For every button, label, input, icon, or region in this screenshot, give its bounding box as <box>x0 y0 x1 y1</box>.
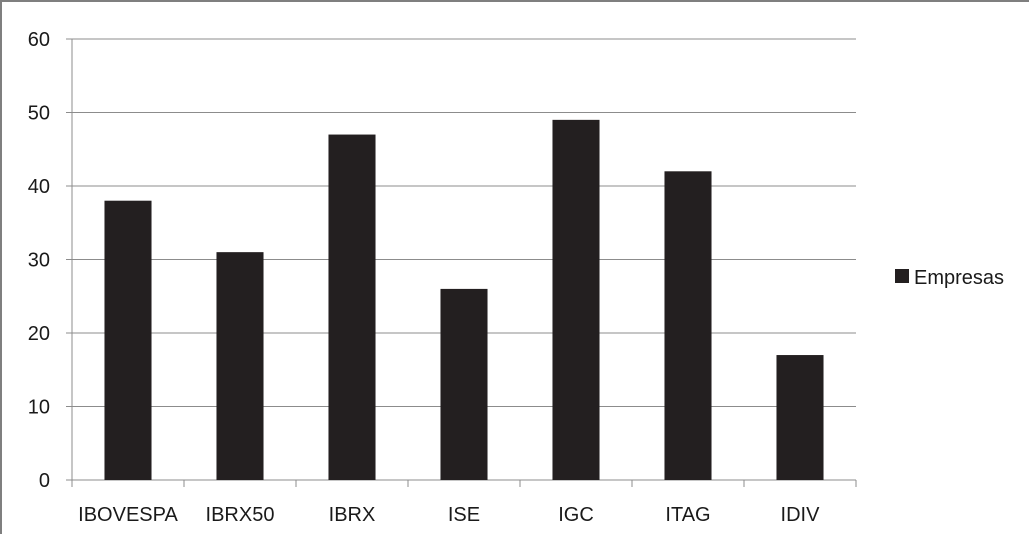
y-tick-label-30: 30 <box>28 250 50 272</box>
x-tick-label-ise: ISE <box>448 504 480 526</box>
bar-idiv <box>776 355 824 480</box>
bar-ibrx50 <box>216 252 264 480</box>
bar-ise <box>440 288 488 480</box>
gridlines <box>66 38 857 487</box>
legend-label-empresas: Empresas <box>914 267 1004 289</box>
y-tick-label-60: 60 <box>28 29 50 51</box>
bar-ibrx <box>328 134 376 481</box>
x-axis-tick-labels: IBOVESPA IBRX50 IBRX ISE IGC ITAG IDIV <box>78 504 820 526</box>
y-tick-label-10: 10 <box>28 397 50 419</box>
x-tick-label-idiv: IDIV <box>781 504 821 526</box>
legend-swatch-empresas <box>895 269 909 283</box>
y-axis-tick-labels: 0 10 20 30 40 50 60 <box>28 29 50 492</box>
bar-ibovespa <box>104 200 152 480</box>
y-tick-label-40: 40 <box>28 176 50 198</box>
bar-igc <box>552 119 600 480</box>
y-tick-label-0: 0 <box>39 470 50 492</box>
bars <box>104 119 824 481</box>
x-tick-label-igc: IGC <box>558 504 594 526</box>
x-tick-label-ibrx50: IBRX50 <box>206 504 275 526</box>
x-tick-label-itag: ITAG <box>665 504 710 526</box>
y-tick-label-20: 20 <box>28 323 50 345</box>
bar-itag <box>664 171 712 481</box>
legend: Empresas <box>895 267 1004 289</box>
y-tick-label-50: 50 <box>28 103 50 125</box>
x-tick-label-ibovespa: IBOVESPA <box>78 504 178 526</box>
x-tick-label-ibrx: IBRX <box>329 504 376 526</box>
